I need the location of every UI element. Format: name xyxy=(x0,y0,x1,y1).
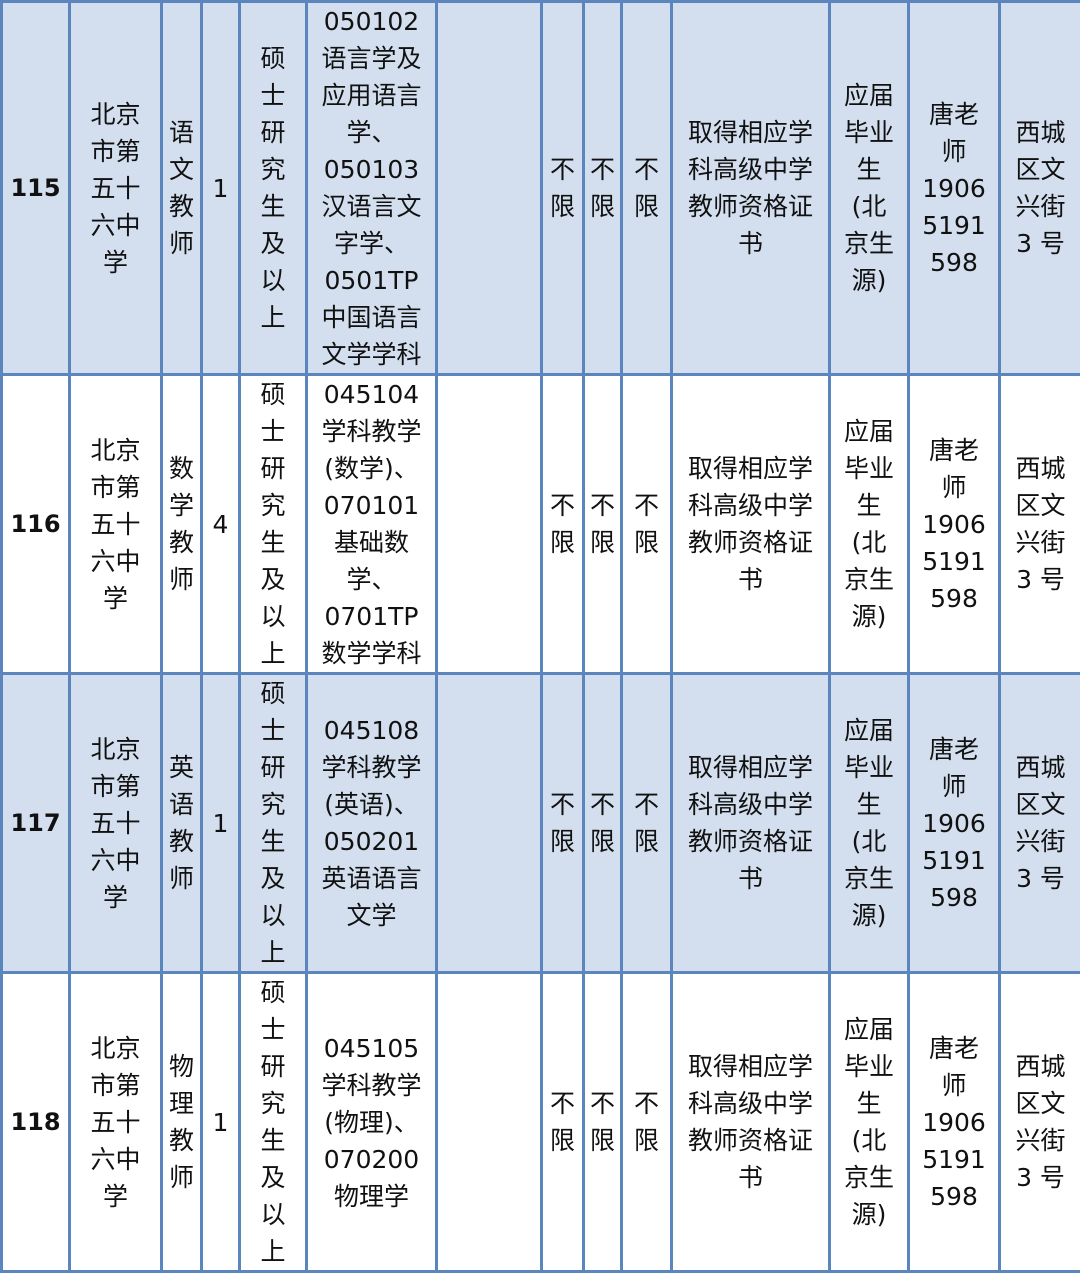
candidate-source: 应届 毕业 生 (北 京生 源) xyxy=(830,674,909,973)
position-name: 物 理 教 师 xyxy=(162,973,202,1272)
address: 西城 区文 兴街 3 号 xyxy=(1000,674,1080,973)
certificate-requirement: 取得相应学 科高级中学 教师资格证 书 xyxy=(672,674,830,973)
education-requirement: 硕 士 研 究 生 及 以 上 xyxy=(240,375,307,674)
major-requirement: 045105 学科教学 (物理)、 070200 物理学 xyxy=(307,973,437,1272)
position-name: 英 语 教 师 xyxy=(162,674,202,973)
major-requirement: 045108 学科教学 (英语)、 050201 英语语言 文学 xyxy=(307,674,437,973)
education-requirement: 硕 士 研 究 生 及 以 上 xyxy=(240,2,307,375)
row-id: 118 xyxy=(2,973,70,1272)
hire-count: 1 xyxy=(202,973,240,1272)
major-requirement: 045104 学科教学 (数学)、 070101 基础数 学、 0701TP 数… xyxy=(307,375,437,674)
school-name: 北京 市第 五十 六中 学 xyxy=(70,674,162,973)
education-requirement: 硕 士 研 究 生 及 以 上 xyxy=(240,674,307,973)
requirement-unlimited: 不 限 xyxy=(622,375,672,674)
requirement-unlimited: 不 限 xyxy=(622,2,672,375)
address: 西城 区文 兴街 3 号 xyxy=(1000,375,1080,674)
requirement-unlimited: 不 限 xyxy=(542,674,584,973)
row-id: 116 xyxy=(2,375,70,674)
requirement-unlimited: 不 限 xyxy=(622,674,672,973)
requirement-unlimited: 不 限 xyxy=(622,973,672,1272)
other-requirement xyxy=(437,973,542,1272)
school-name: 北京 市第 五十 六中 学 xyxy=(70,375,162,674)
school-name: 北京 市第 五十 六中 学 xyxy=(70,973,162,1272)
contact-info: 唐老 师 1906 5191 598 xyxy=(909,674,1000,973)
requirement-unlimited: 不 限 xyxy=(542,375,584,674)
contact-info: 唐老 师 1906 5191 598 xyxy=(909,2,1000,375)
requirement-unlimited: 不 限 xyxy=(584,2,622,375)
candidate-source: 应届 毕业 生 (北 京生 源) xyxy=(830,973,909,1272)
contact-info: 唐老 师 1906 5191 598 xyxy=(909,973,1000,1272)
candidate-source: 应届 毕业 生 (北 京生 源) xyxy=(830,375,909,674)
row-id: 115 xyxy=(2,2,70,375)
requirement-unlimited: 不 限 xyxy=(542,2,584,375)
education-requirement: 硕 士 研 究 生 及 以 上 xyxy=(240,973,307,1272)
position-name: 数 学 教 师 xyxy=(162,375,202,674)
other-requirement xyxy=(437,674,542,973)
other-requirement xyxy=(437,375,542,674)
requirement-unlimited: 不 限 xyxy=(584,674,622,973)
contact-info: 唐老 师 1906 5191 598 xyxy=(909,375,1000,674)
row-id: 117 xyxy=(2,674,70,973)
address: 西城 区文 兴街 3 号 xyxy=(1000,2,1080,375)
hire-count: 1 xyxy=(202,674,240,973)
candidate-source: 应届 毕业 生 (北 京生 源) xyxy=(830,2,909,375)
school-name: 北京 市第 五十 六中 学 xyxy=(70,2,162,375)
requirement-unlimited: 不 限 xyxy=(542,973,584,1272)
address: 西城 区文 兴街 3 号 xyxy=(1000,973,1080,1272)
other-requirement xyxy=(437,2,542,375)
requirement-unlimited: 不 限 xyxy=(584,375,622,674)
position-name: 语 文 教 师 xyxy=(162,2,202,375)
requirement-unlimited: 不 限 xyxy=(584,973,622,1272)
hire-count: 1 xyxy=(202,2,240,375)
certificate-requirement: 取得相应学 科高级中学 教师资格证 书 xyxy=(672,375,830,674)
hire-count: 4 xyxy=(202,375,240,674)
certificate-requirement: 取得相应学 科高级中学 教师资格证 书 xyxy=(672,973,830,1272)
certificate-requirement: 取得相应学 科高级中学 教师资格证 书 xyxy=(672,2,830,375)
major-requirement: 050102 语言学及 应用语言 学、 050103 汉语言文 字学、 0501… xyxy=(307,2,437,375)
